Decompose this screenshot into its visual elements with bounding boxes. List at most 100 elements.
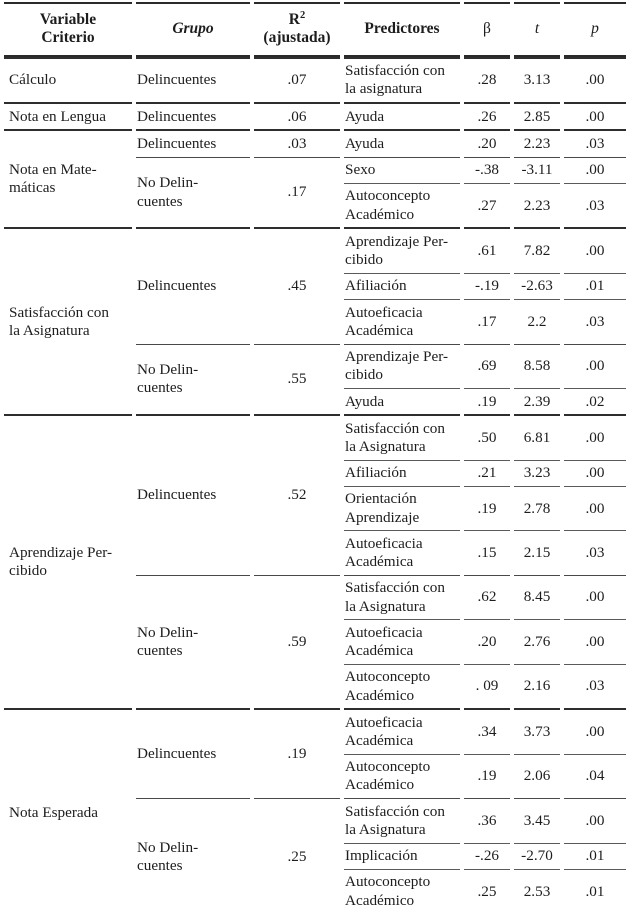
r2-superscript: 2 <box>299 10 306 21</box>
t-cell: 3.13 <box>514 56 560 102</box>
table-row: No Delin- cuentes .55 Aprendizaje Per- c… <box>4 343 626 396</box>
table-row: Autoconcepto Académico . 09 2.16 .03 <box>4 663 626 708</box>
t-cell: 3.45 <box>514 798 560 842</box>
beta-cell: -.38 <box>464 156 510 183</box>
col-header-beta: β <box>464 2 510 57</box>
criterio-cell: Aprendizaje Per- cibido <box>4 414 132 708</box>
t-cell: 2.2 <box>514 299 560 343</box>
beta-cell: .26 <box>464 102 510 129</box>
t-cell: 2.85 <box>514 102 560 129</box>
p-cell: .00 <box>564 227 626 272</box>
table-row: Cálculo Delincuentes .07 Satisfacción co… <box>4 56 626 102</box>
p-cell: .00 <box>564 619 626 663</box>
t-cell: 2.06 <box>514 753 560 798</box>
predictor-cell: Afiliación <box>344 459 460 486</box>
r2-cell: .25 <box>254 798 340 906</box>
table-body: Cálculo Delincuentes .07 Satisfacción co… <box>4 56 626 906</box>
predictor-cell: Ayuda <box>344 102 460 129</box>
grupo-cell: No Delin- cuentes <box>136 574 250 708</box>
p-cell: .03 <box>564 182 626 227</box>
beta-cell: .61 <box>464 227 510 272</box>
p-cell: .04 <box>564 753 626 798</box>
p-cell: .03 <box>564 663 626 708</box>
t-cell: 2.78 <box>514 485 560 530</box>
p-cell: .00 <box>564 708 626 753</box>
predictor-cell: Satisfacción con la Asignatura <box>344 574 460 619</box>
criterio-cell: Nota en Mate- máticas <box>4 129 132 227</box>
predictor-cell: Afiliación <box>344 272 460 299</box>
col-header-p: p <box>564 2 626 57</box>
predictor-cell: Autoeficacia Académica <box>344 708 460 753</box>
t-cell: 7.82 <box>514 227 560 272</box>
t-cell: 8.58 <box>514 343 560 388</box>
predictor-cell: Autoconcepto Académico <box>344 663 460 708</box>
p-cell: .03 <box>564 530 626 574</box>
r2-note: (ajustada) <box>263 29 331 47</box>
beta-cell: .36 <box>464 798 510 842</box>
beta-cell: .20 <box>464 129 510 156</box>
t-cell: 2.76 <box>514 619 560 663</box>
table-row: Afiliación -.19 -2.63 .01 <box>4 272 626 299</box>
beta-cell: .50 <box>464 414 510 459</box>
table-row: Afiliación .21 3.23 .00 <box>4 459 626 486</box>
table-row: No Delin- cuentes .25 Satisfacción con l… <box>4 798 626 874</box>
table-row: Autoeficacia Académica .15 2.15 .03 <box>4 530 626 574</box>
r2-cell: .55 <box>254 343 340 415</box>
grupo-cell: No Delin- cuentes <box>136 156 250 228</box>
grupo-cell: Delincuentes <box>136 129 250 156</box>
table-row: Nota en Lengua Delincuentes .06 Ayuda .2… <box>4 102 626 129</box>
r2-base: R <box>288 11 300 29</box>
t-cell: 2.53 <box>514 868 560 906</box>
predictor-cell: Sexo <box>344 156 460 183</box>
header-row: Variable Criterio Grupo R2 (ajustada) Pre… <box>4 2 626 57</box>
table-row: Autoconcepto Académico .25 2.53 .01 <box>4 868 626 906</box>
predictor-cell: Satisfacción con la Asignatura <box>344 414 460 459</box>
r2-cell: .03 <box>254 129 340 156</box>
table-row: Implicación -.26 -2.70 .01 <box>4 842 626 869</box>
table-row: Autoeficacia Académica .20 2.76 .00 <box>4 619 626 663</box>
p-cell: .00 <box>564 156 626 183</box>
t-cell: -2.70 <box>514 842 560 869</box>
p-cell: .00 <box>564 414 626 459</box>
predictor-cell: Aprendizaje Per- cibido <box>344 343 460 388</box>
p-cell: .00 <box>564 459 626 486</box>
predictor-cell: Autoconcepto Académico <box>344 753 460 798</box>
table-row: Ayuda .19 2.39 .02 <box>4 388 626 414</box>
t-cell: 2.23 <box>514 129 560 156</box>
t-cell: 3.73 <box>514 708 560 753</box>
criterio-cell: Nota Esperada <box>4 708 132 906</box>
predictor-cell: Autoconcepto Académico <box>344 868 460 906</box>
t-cell: -2.63 <box>514 272 560 299</box>
col-header-grupo: Grupo <box>136 2 250 57</box>
grupo-cell: Delincuentes <box>136 414 250 575</box>
predictor-cell: Autoeficacia Académica <box>344 619 460 663</box>
predictor-cell: Satisfacción con la asignatura <box>344 56 460 102</box>
beta-cell: .17 <box>464 299 510 343</box>
t-cell: -3.11 <box>514 156 560 183</box>
beta-cell: .25 <box>464 868 510 906</box>
table-row: Orientación Aprendizaje .19 2.78 .00 <box>4 485 626 530</box>
beta-cell: .28 <box>464 56 510 102</box>
r2-cell: .17 <box>254 156 340 228</box>
p-cell: .01 <box>564 868 626 906</box>
table-row: No Delin- cuentes .17 Sexo -.38 -3.11 .0… <box>4 156 626 210</box>
table-row: Autoconcepto Académico .19 2.06 .04 <box>4 753 626 798</box>
r2-cell: .19 <box>254 708 340 798</box>
beta-cell: .69 <box>464 343 510 388</box>
table-row: Nota Esperada Delincuentes .19 Autoefica… <box>4 708 626 821</box>
grupo-cell: Delincuentes <box>136 102 250 129</box>
table-header: Variable Criterio Grupo R2 (ajustada) Pre… <box>4 2 626 57</box>
beta-cell: .15 <box>464 530 510 574</box>
beta-cell: .19 <box>464 388 510 414</box>
grupo-cell: Delincuentes <box>136 227 250 343</box>
p-cell: .00 <box>564 798 626 842</box>
p-cell: .00 <box>564 102 626 129</box>
table-row: No Delin- cuentes .59 Satisfacción con l… <box>4 574 626 659</box>
table-row: Nota en Mate- máticas Delincuentes .03 A… <box>4 129 626 196</box>
col-header-variable-criterio: Variable Criterio <box>4 2 132 57</box>
table-row: Autoeficacia Académica .17 2.2 .03 <box>4 299 626 343</box>
col-header-t: t <box>514 2 560 57</box>
criterio-cell: Satisfacción con la Asignatura <box>4 227 132 414</box>
col-header-predictores: Predictores <box>344 2 460 57</box>
